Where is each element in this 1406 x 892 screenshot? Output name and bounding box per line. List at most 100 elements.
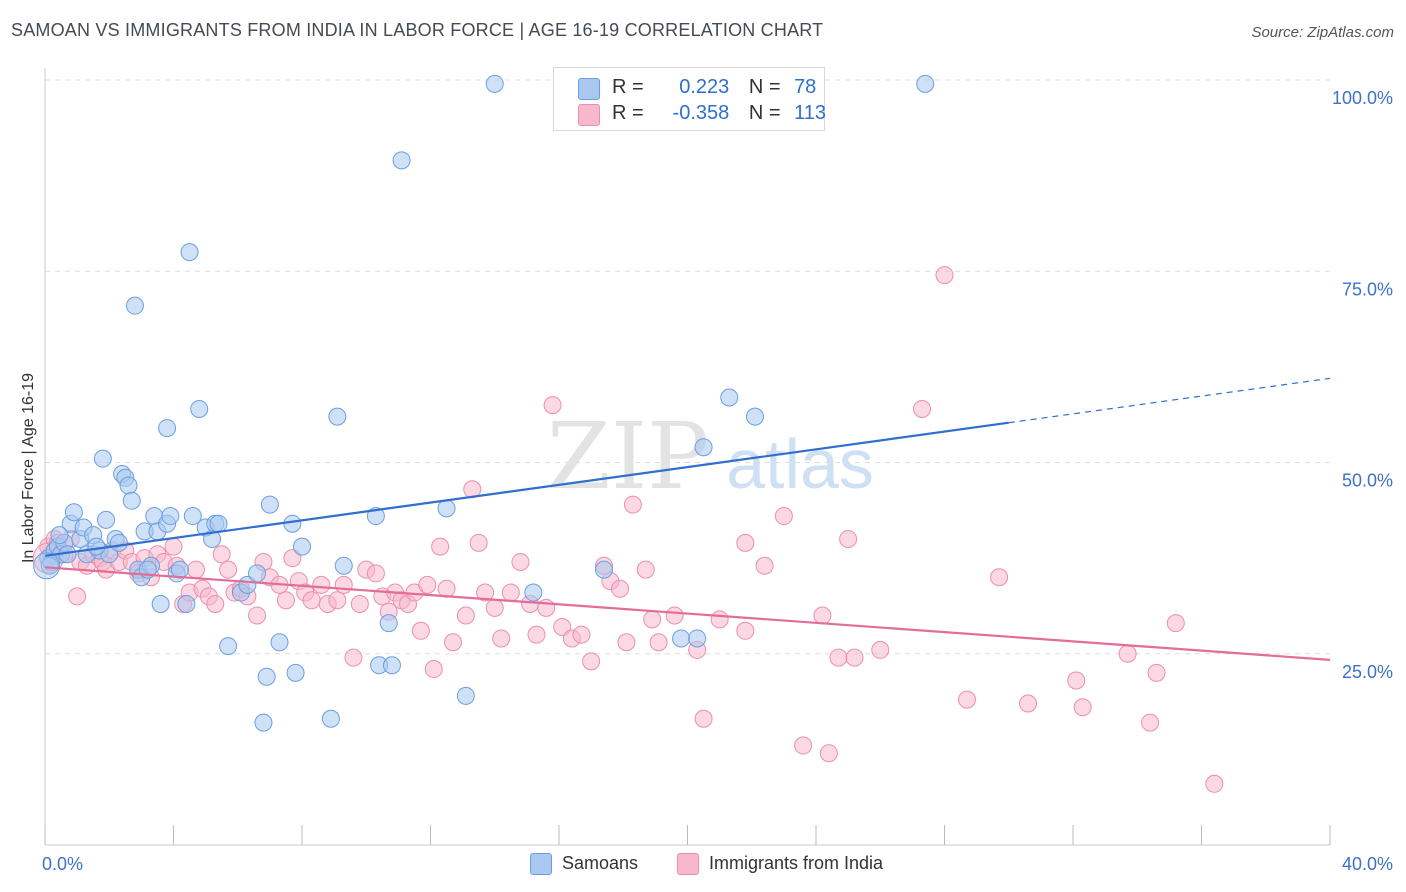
samoans-label: Samoans	[562, 853, 639, 873]
samoan-point	[328, 407, 347, 426]
samoan-point	[694, 438, 713, 457]
samoan-point	[720, 388, 739, 407]
samoan-point	[286, 663, 305, 682]
india-point	[418, 575, 437, 594]
n-value: 113	[794, 102, 826, 124]
samoan-point	[672, 629, 691, 648]
samoan-trend-line	[44, 421, 1009, 557]
n-value: 78	[794, 76, 817, 98]
india-point	[350, 595, 369, 614]
samoan-point	[248, 564, 267, 583]
n-label: N =	[748, 102, 781, 124]
india-point	[794, 736, 813, 755]
india-point	[755, 556, 774, 575]
india-point	[774, 507, 793, 526]
india-point	[1118, 644, 1137, 663]
india-point	[935, 266, 954, 285]
legend-swatch-india	[578, 104, 600, 126]
india-point	[1205, 774, 1224, 793]
india-point	[839, 530, 858, 548]
india-point	[1166, 614, 1185, 633]
india-point	[219, 560, 238, 579]
samoan-point	[254, 713, 273, 732]
samoan-point	[109, 533, 128, 552]
india-point	[328, 591, 347, 610]
india-point	[871, 640, 890, 659]
samoan-point	[524, 583, 543, 602]
india-point	[476, 583, 495, 602]
samoan-point	[745, 407, 764, 426]
samoan-point	[209, 514, 228, 533]
samoan-point	[64, 503, 83, 522]
samoan-point	[485, 74, 504, 93]
india-point	[736, 533, 755, 552]
y-tick-label: 50.0%	[1342, 471, 1393, 491]
samoan-point	[190, 399, 209, 418]
india-point	[819, 744, 838, 763]
india-point	[913, 399, 932, 418]
india-point	[1019, 694, 1038, 713]
india-point	[1067, 671, 1086, 690]
samoan-point	[392, 151, 411, 170]
india-point	[957, 690, 976, 709]
source-label: Source: ZipAtlas.com	[1251, 24, 1394, 41]
samoan-point	[158, 419, 177, 438]
india-point	[636, 560, 655, 579]
r-value: 0.223	[679, 76, 730, 98]
india-point	[344, 648, 363, 667]
watermark-atlas: atlas	[726, 425, 874, 503]
r-value: -0.358	[672, 102, 730, 124]
india-point	[617, 633, 636, 652]
india-point	[248, 606, 267, 625]
samoan-point	[93, 449, 112, 468]
india-point	[164, 537, 183, 556]
india-point	[665, 606, 684, 625]
samoan-point	[161, 507, 180, 526]
india-point	[829, 648, 848, 667]
legend-text-samoans: R = 0.223 N = 78	[612, 76, 816, 99]
india-point	[312, 575, 331, 594]
india-point	[1147, 663, 1166, 682]
samoan-point	[33, 552, 61, 580]
samoan-point	[437, 499, 456, 518]
india-point	[492, 629, 511, 648]
india-point	[1073, 698, 1092, 717]
samoan-point	[87, 537, 106, 556]
samoan-point	[119, 476, 138, 495]
samoan-trend-extension	[1008, 377, 1331, 424]
india-point	[366, 564, 385, 583]
samoan-point	[219, 637, 238, 656]
india-point	[469, 533, 488, 552]
india-point	[411, 621, 430, 640]
india-point	[736, 621, 755, 640]
watermark: ZIP atlas	[547, 403, 874, 510]
samoan-point	[321, 709, 340, 728]
india-point	[527, 625, 546, 644]
india-point	[68, 587, 87, 606]
samoan-point	[382, 656, 401, 675]
samoan-point	[40, 556, 59, 575]
samoan-point	[916, 74, 935, 93]
india-point	[334, 575, 353, 594]
r-label: R =	[612, 76, 644, 98]
india-point	[283, 549, 302, 568]
samoan-point	[594, 560, 613, 579]
india-point	[206, 595, 225, 614]
y-tick-label: 100.0%	[1332, 88, 1393, 108]
legend-swatch-samoans	[578, 78, 600, 100]
india-point	[611, 579, 630, 598]
india-point	[431, 537, 450, 556]
india-point	[424, 660, 443, 679]
y-tick-label: 75.0%	[1342, 279, 1393, 299]
samoan-point	[456, 686, 475, 705]
india-point	[212, 545, 231, 564]
stats-legend: R = 0.223 N = 78 R = -0.358 N = 113	[553, 67, 826, 131]
samoan-point	[293, 537, 311, 556]
india-point	[302, 591, 321, 610]
india-point	[623, 495, 642, 514]
samoan-point	[50, 526, 69, 545]
india-point	[443, 633, 462, 652]
samoan-point	[283, 514, 302, 533]
n-label: N =	[748, 76, 781, 98]
